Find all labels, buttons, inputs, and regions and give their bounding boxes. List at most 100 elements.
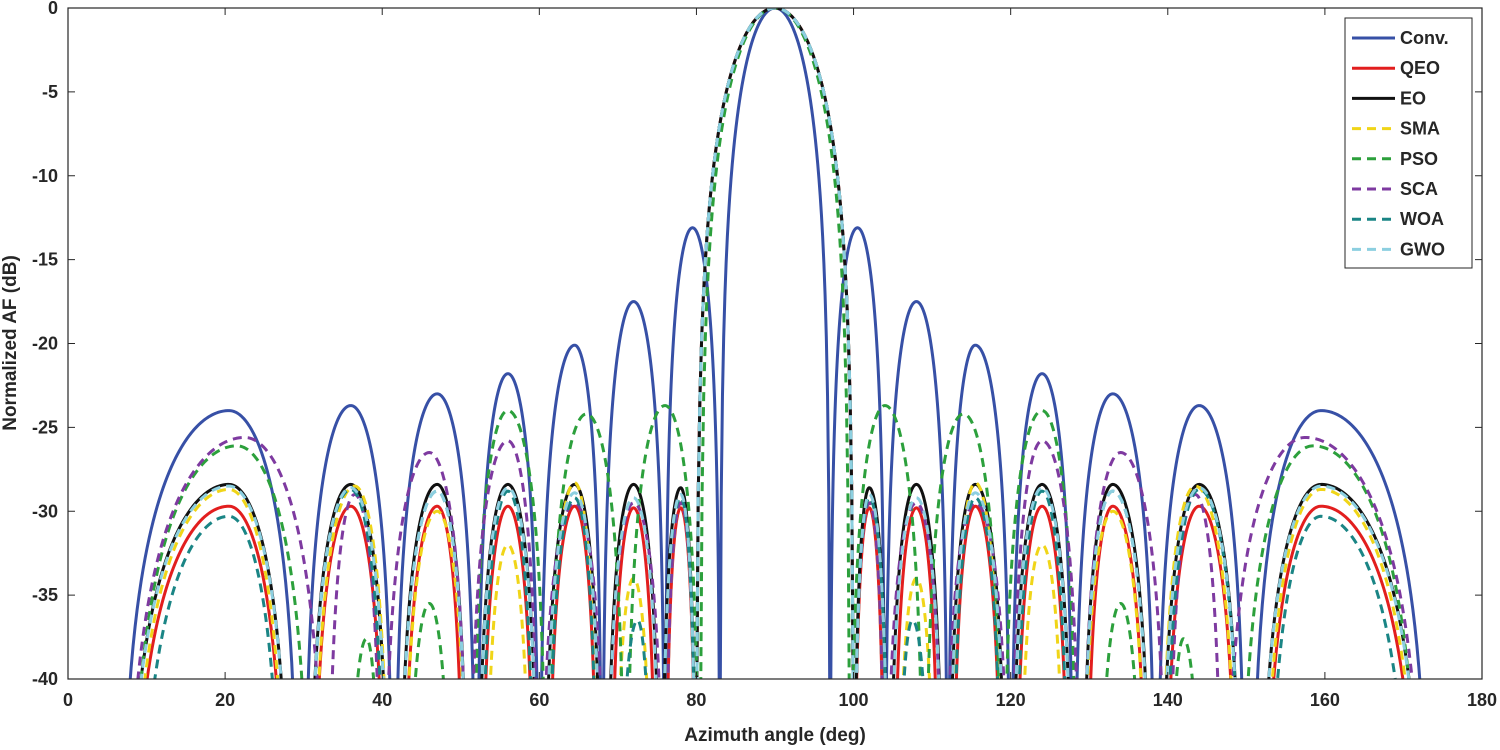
series-lobe [387, 451, 465, 679]
series-gwo [139, 8, 1411, 679]
x-tick-label: 140 [1153, 690, 1183, 710]
series-lobe [1267, 484, 1411, 679]
legend-label: EO [1400, 88, 1426, 108]
tick-layer: 0 20 40 60 80 100 120 140 160 180 0 -5 -10 -15 -20 -25 -… [32, 0, 1497, 710]
series-lobe [854, 496, 887, 679]
series-lobe [884, 300, 948, 679]
y-tick-label: 0 [48, 0, 58, 18]
series-lobe [1086, 509, 1143, 679]
series-lobe [1158, 404, 1244, 679]
series-lobe [143, 487, 280, 679]
series-lobe [407, 509, 464, 679]
plot-area [68, 8, 1482, 679]
series-lobe [356, 637, 376, 679]
series-lobe [1105, 602, 1137, 679]
series-lobe [926, 412, 1001, 679]
series-lobe [139, 444, 304, 679]
y-tick-label: -5 [42, 82, 58, 102]
series-lobe [1270, 487, 1407, 679]
series-lobe [855, 501, 884, 679]
series-lobe [313, 486, 385, 679]
series-lobe [403, 489, 465, 679]
x-axis-label: Azimuth angle (deg) [684, 725, 866, 745]
x-tick-label: 80 [686, 690, 706, 710]
series-lobe [1075, 392, 1154, 679]
series-lobe [139, 484, 283, 679]
series-lobe [1164, 484, 1233, 679]
series-lobe [317, 484, 386, 679]
series-lobe [948, 343, 1010, 679]
series-lobe [695, 8, 855, 679]
series-lobe [540, 343, 602, 679]
series-lobe [551, 504, 596, 679]
series-lobe [718, 8, 832, 679]
series-lobe [549, 412, 624, 679]
series-lobe [1246, 444, 1411, 679]
series-lobe [664, 226, 721, 679]
series-lobe [951, 491, 1003, 679]
series-lobe [851, 404, 922, 679]
legend-box [1344, 17, 1473, 269]
y-tick-label: -35 [32, 585, 58, 605]
series-lobe [1168, 487, 1237, 679]
legend-label: GWO [1400, 239, 1445, 259]
series-lobe [1017, 489, 1067, 679]
x-tick-label: 40 [372, 690, 392, 710]
series-lobe [699, 8, 851, 679]
x-tick-label: 180 [1467, 690, 1497, 710]
series-lobe [854, 492, 887, 679]
x-tick-label: 120 [996, 690, 1026, 710]
y-tick-label: -30 [32, 501, 58, 521]
series-layer [128, 8, 1422, 679]
y-axis-label: Normalized AF (dB) [0, 255, 21, 431]
legend-label: SCA [1400, 179, 1438, 199]
series-lobe [889, 501, 941, 679]
series-lobe [628, 404, 699, 679]
series-lobe [1165, 486, 1237, 679]
series-lobe [1089, 504, 1143, 679]
series-lobe [413, 602, 445, 679]
series-lobe [1085, 489, 1147, 679]
series-lobe [396, 392, 475, 679]
y-tick-label: -10 [32, 166, 58, 186]
x-tick-label: 60 [529, 690, 549, 710]
x-tick-label: 0 [63, 690, 73, 710]
series-pso [139, 8, 1411, 679]
series-lobe [892, 496, 941, 679]
series-lobe [306, 404, 392, 679]
series-lobe [663, 492, 696, 679]
series-lobe [1171, 492, 1220, 679]
y-tick-label: -15 [32, 250, 58, 270]
legend: Conv. QEO EO SMA PSO SCA WOA GWO [1344, 17, 1473, 269]
y-tick-label: -20 [32, 334, 58, 354]
y-tick-label: -40 [32, 669, 58, 689]
series-lobe [483, 489, 533, 679]
series-lobe [136, 435, 319, 679]
series-lobe [1085, 451, 1163, 679]
legend-label: Conv. [1400, 28, 1449, 48]
series-lobe [1231, 435, 1414, 679]
legend-label: SMA [1400, 119, 1440, 139]
series-lobe [145, 504, 278, 679]
series-lobe [1272, 504, 1405, 679]
series-lobe [1276, 514, 1397, 679]
series-lobe [829, 226, 886, 679]
legend-label: QEO [1400, 58, 1440, 78]
series-lobe [602, 300, 666, 679]
series-lobe [547, 491, 599, 679]
series-lobe [330, 492, 379, 679]
x-tick-label: 100 [839, 690, 869, 710]
series-lobe [609, 496, 658, 679]
legend-label: WOA [1400, 209, 1444, 229]
series-lobe [544, 501, 602, 679]
series-lobe [1013, 439, 1078, 679]
series-lobe [550, 496, 596, 679]
legend-label: PSO [1400, 149, 1438, 169]
series-lobe [948, 501, 1006, 679]
series-lobe [313, 487, 382, 679]
x-tick-label: 20 [215, 690, 235, 710]
x-tick-label: 160 [1310, 690, 1340, 710]
series-lobe [153, 514, 274, 679]
